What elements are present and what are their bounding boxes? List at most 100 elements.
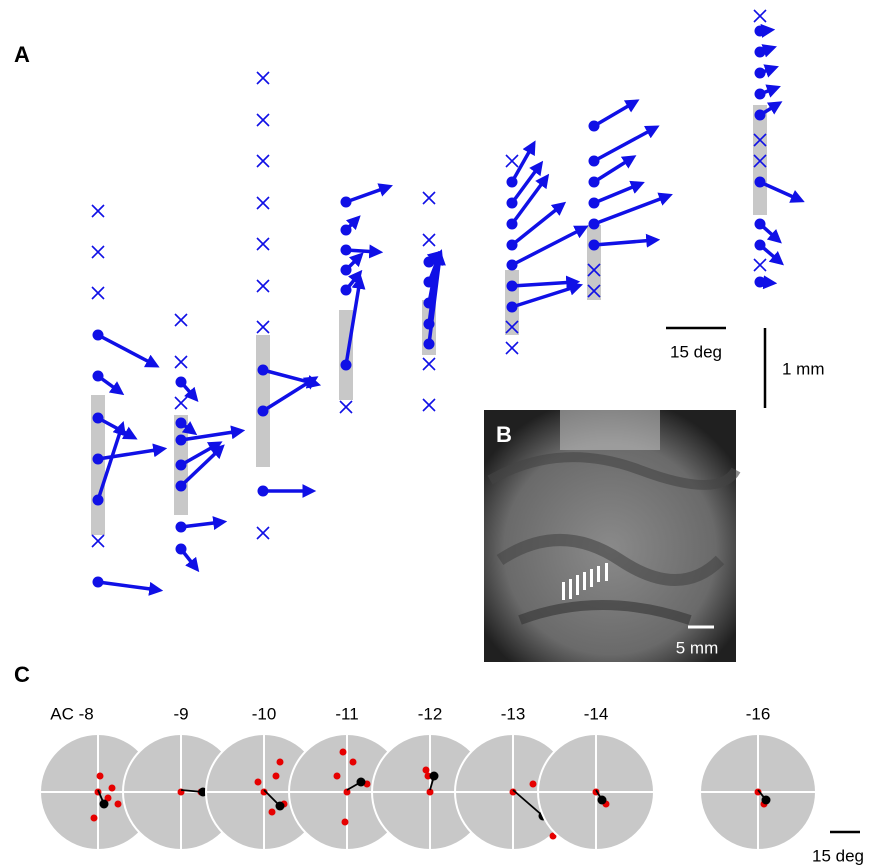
point [343, 788, 351, 796]
arrow [510, 160, 544, 205]
vector-arrow [588, 99, 640, 132]
cross [753, 154, 767, 168]
arrow [759, 275, 778, 290]
arrow [593, 125, 660, 163]
point [509, 788, 517, 796]
vector-arrow [506, 160, 544, 209]
arrow [593, 155, 637, 184]
vector-arrow [340, 183, 393, 208]
vector-arrow [423, 250, 446, 350]
panel-label: B [496, 422, 512, 447]
panel-a: A 15 deg 1 mm [14, 9, 825, 596]
arrow [96, 374, 125, 396]
arrow [758, 243, 785, 266]
track-circle [454, 733, 572, 851]
panel-label: A [14, 42, 30, 67]
arrow [180, 425, 246, 442]
vector-arrow [754, 275, 778, 290]
cross [256, 237, 270, 251]
track-label: -12 [418, 704, 443, 723]
arrow [759, 64, 779, 78]
arrow [510, 201, 567, 247]
point [260, 788, 268, 796]
arrow [344, 215, 361, 232]
arrow [179, 421, 198, 436]
vector-arrow [340, 244, 384, 259]
cross [339, 400, 353, 414]
cross [256, 320, 270, 334]
point [108, 784, 116, 792]
cross [753, 9, 767, 23]
arrow [427, 250, 444, 325]
arrow [179, 444, 225, 488]
track-circle [288, 733, 406, 851]
track-circle [537, 733, 655, 851]
scale-label: 15 deg [812, 846, 864, 865]
vector-arrow [175, 516, 228, 533]
arrow [345, 244, 384, 259]
vector-arrow [506, 201, 567, 251]
cross [256, 71, 270, 85]
mean [597, 795, 607, 805]
cross [174, 313, 188, 327]
point [349, 758, 357, 766]
cross [91, 534, 105, 548]
cross [505, 320, 519, 334]
track-bar [256, 335, 270, 467]
cross [422, 233, 436, 247]
cross [422, 357, 436, 371]
mean-line [512, 789, 544, 817]
point [272, 772, 280, 780]
vector-arrow [754, 101, 783, 121]
vector-arrow [340, 274, 366, 371]
arrow [759, 84, 781, 98]
arrow [179, 547, 200, 573]
cross [256, 279, 270, 293]
track-label: -13 [501, 704, 526, 723]
vector-arrow [92, 421, 126, 506]
cross [422, 398, 436, 412]
track-circle [699, 733, 817, 851]
track-label: -10 [252, 704, 277, 723]
point [341, 818, 349, 826]
point [114, 800, 122, 808]
point [754, 788, 762, 796]
vector-arrow [340, 252, 364, 276]
cross [753, 133, 767, 147]
arrow [593, 233, 661, 248]
cross [174, 355, 188, 369]
cross [422, 191, 436, 205]
vector-arrow [506, 281, 584, 313]
arrow [262, 376, 319, 413]
point [422, 766, 430, 774]
panel-label: C [14, 662, 30, 687]
vector-arrow [506, 173, 550, 230]
cross [174, 396, 188, 410]
vector-arrow [92, 329, 160, 368]
cross [505, 154, 519, 168]
cross [256, 154, 270, 168]
arrow [511, 225, 589, 267]
vector-arrow [506, 225, 589, 271]
scale-label: 1 mm [782, 359, 825, 378]
point [90, 814, 98, 822]
arrow [759, 101, 783, 117]
arrow [510, 140, 536, 183]
mean [99, 799, 109, 809]
mean [356, 777, 366, 787]
point [276, 758, 284, 766]
point [333, 772, 341, 780]
point [549, 832, 557, 840]
vector-arrow [754, 23, 776, 38]
vector-arrow [588, 180, 645, 209]
mean [429, 771, 439, 781]
arrow [759, 44, 777, 58]
arrow [179, 380, 199, 402]
vector-arrow [340, 215, 361, 236]
arrow [344, 252, 364, 272]
track-bar [587, 225, 601, 300]
point [339, 748, 347, 756]
arrow [97, 580, 164, 596]
arrow [593, 180, 645, 205]
cross [587, 263, 601, 277]
